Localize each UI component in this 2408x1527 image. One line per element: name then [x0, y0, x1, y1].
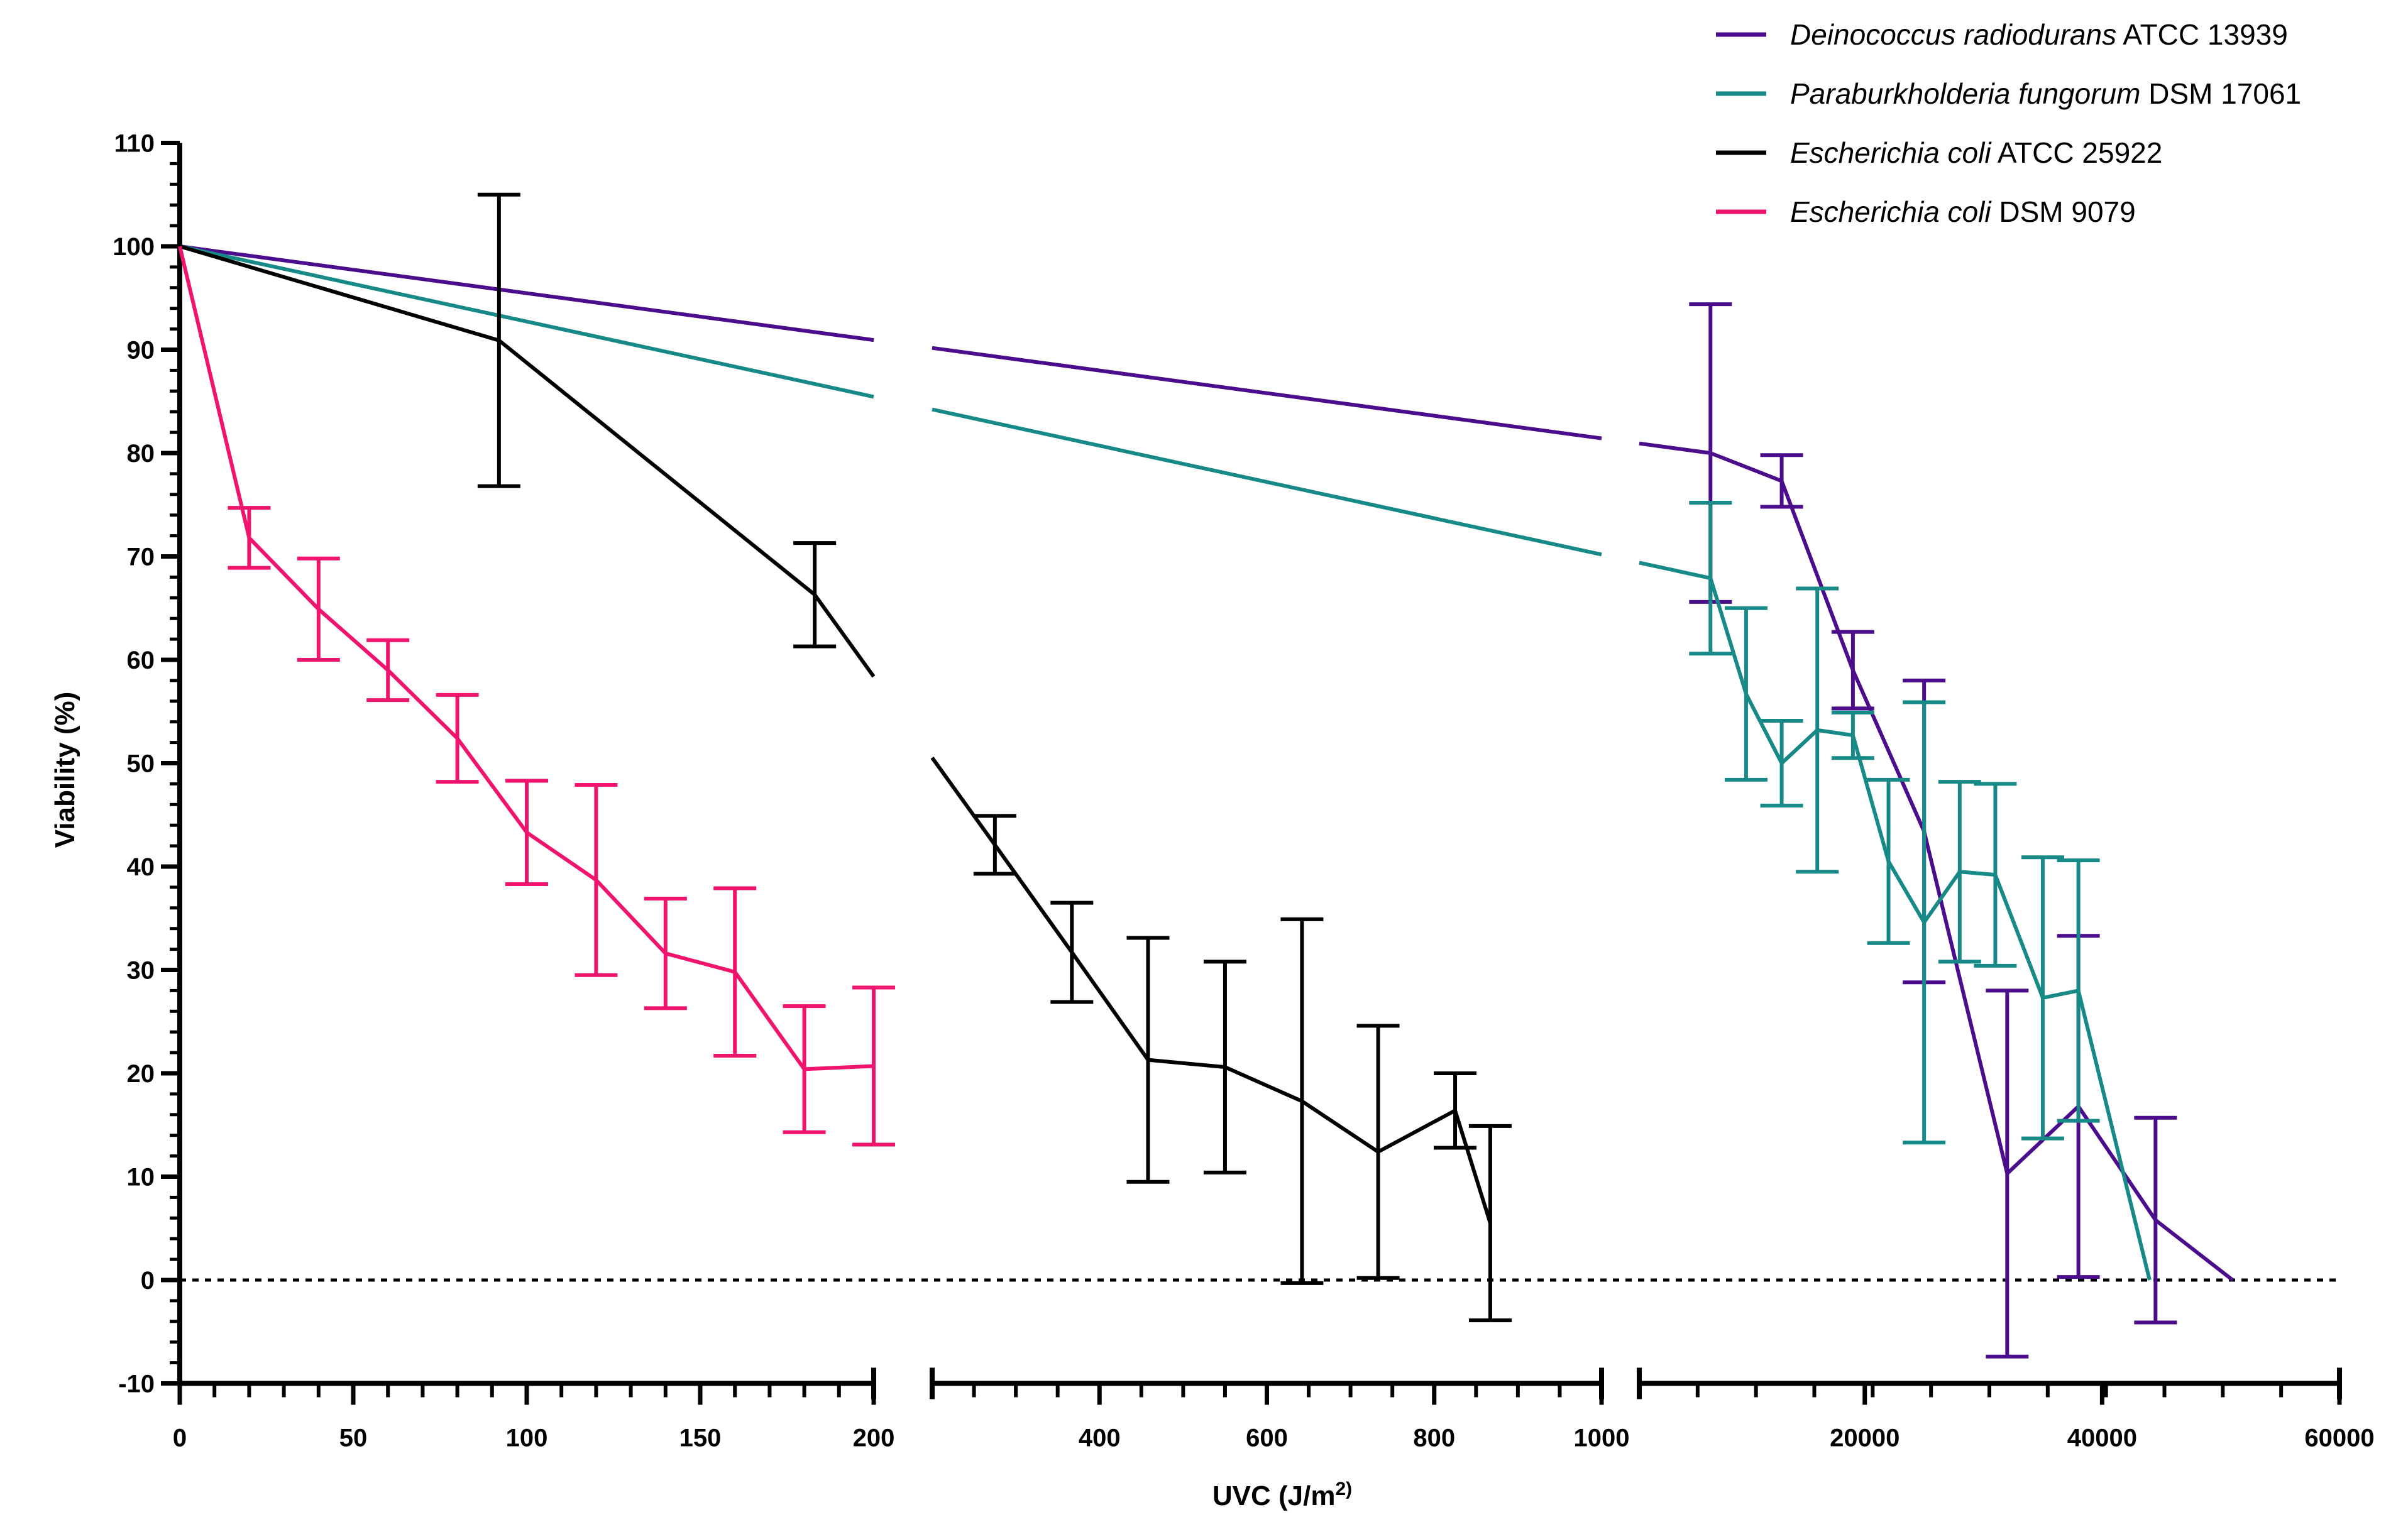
y-tick-label: 110 — [114, 130, 155, 158]
series-line-segment — [815, 594, 874, 676]
x-axis-title-main: UVC (J/m — [1212, 1480, 1336, 1511]
series-line-segment — [2155, 1220, 2233, 1280]
y-tick-label: 90 — [127, 337, 155, 364]
x-tick-label: 200 — [853, 1425, 895, 1452]
series-line-segment — [1148, 1060, 1224, 1068]
y-tick-label: 40 — [127, 853, 155, 881]
legend-label-italic: Escherichia coli — [1790, 136, 1992, 169]
legend-label: Escherichia coli ATCC 25922 — [1790, 136, 2162, 169]
series-line-segment — [932, 758, 995, 845]
legend-item: Paraburkholderia fungorum DSM 17061 — [1716, 77, 2301, 110]
series-line-segment — [1960, 872, 1996, 875]
y-tick-label: 20 — [127, 1060, 155, 1088]
series-line-segment — [499, 341, 815, 595]
legend-item: Escherichia coli DSM 9079 — [1716, 195, 2136, 228]
series-line-segment — [932, 348, 1602, 439]
x-tick-label: 50 — [339, 1425, 368, 1452]
series-line-segment — [1782, 730, 1818, 764]
series-line-segment — [1889, 862, 1925, 922]
series-line-segment — [527, 833, 596, 880]
legend-label-rest: ATCC 25922 — [1991, 136, 2163, 169]
y-tick-label: 0 — [141, 1267, 155, 1294]
series-line-segment — [1639, 562, 1710, 578]
x-tick-label: 600 — [1246, 1425, 1288, 1452]
series-3 — [180, 195, 1512, 1320]
x-tick-label: 60000 — [2304, 1425, 2374, 1452]
series-line-segment — [1225, 1067, 1302, 1101]
series-group — [180, 195, 2233, 1357]
x-tick-label: 800 — [1413, 1425, 1455, 1452]
x-axis-title: UVC (J/m2) — [1212, 1479, 1352, 1512]
x-axis-title-sup: 2) — [1335, 1479, 1352, 1499]
x-tick-label: 20000 — [1830, 1425, 1899, 1452]
series-line-segment — [2079, 1107, 2156, 1220]
series-line-segment — [1924, 872, 1960, 922]
y-tick-label: 80 — [127, 440, 155, 468]
series-line-segment — [995, 845, 1072, 952]
y-tick-label: 70 — [127, 544, 155, 571]
y-axis-title: Viability (%) — [50, 692, 80, 848]
series-line-segment — [1302, 1101, 1378, 1152]
series-line-segment — [2043, 990, 2079, 998]
legend-item: Deinococcus radiodurans ATCC 13939 — [1716, 18, 2288, 51]
series-line-segment — [180, 246, 874, 340]
x-tick-label: 150 — [679, 1425, 722, 1452]
series-line-segment — [1710, 453, 1781, 481]
series-line-segment — [1639, 444, 1710, 453]
legend-label-italic: Escherichia coli — [1790, 195, 1992, 228]
y-tick-label: 50 — [127, 750, 155, 778]
legend-label: Paraburkholderia fungorum DSM 17061 — [1790, 77, 2301, 110]
x-tick-label: 0 — [173, 1425, 187, 1452]
legend-label-italic: Paraburkholderia fungorum — [1790, 77, 2140, 110]
y-tick-label: 100 — [113, 233, 155, 261]
x-tick-label: 1000 — [1574, 1425, 1630, 1452]
series-line-segment — [180, 246, 874, 397]
series-line-segment — [1995, 875, 2043, 998]
series-line-segment — [932, 410, 1602, 555]
series-4 — [180, 246, 895, 1145]
series-line-segment — [249, 538, 318, 610]
series-line-segment — [1378, 1110, 1455, 1152]
legend-label-rest: DSM 17061 — [2140, 77, 2301, 110]
y-tick-label: 60 — [127, 647, 155, 674]
series-line-segment — [1072, 953, 1148, 1060]
series-line-segment — [180, 246, 249, 538]
series-line-segment — [458, 738, 527, 833]
legend-item: Escherichia coli ATCC 25922 — [1716, 136, 2162, 169]
legend-label-italic: Deinococcus radiodurans — [1790, 18, 2116, 51]
legend-label: Escherichia coli DSM 9079 — [1790, 195, 2136, 228]
series-line-segment — [180, 246, 499, 341]
x-tick-label: 100 — [506, 1425, 548, 1452]
legend-label-rest: DSM 9079 — [1991, 195, 2136, 228]
series-line-segment — [1853, 735, 1889, 862]
series-line-segment — [388, 670, 457, 738]
series-line-segment — [2079, 990, 2150, 1280]
legend-label-rest: ATCC 13939 — [2116, 18, 2288, 51]
series-line-segment — [1817, 730, 1853, 735]
series-line-segment — [1710, 578, 1746, 694]
series-line-segment — [805, 1066, 874, 1069]
x-tick-label: 400 — [1079, 1425, 1121, 1452]
legend-group: Deinococcus radiodurans ATCC 13939 Parabu… — [1716, 18, 2301, 228]
series-line-segment — [1746, 694, 1782, 763]
x-tick-label: 40000 — [2067, 1425, 2137, 1452]
y-tick-label: 30 — [127, 957, 155, 985]
y-tick-label: -10 — [118, 1371, 155, 1398]
y-tick-label: 10 — [127, 1164, 155, 1191]
series-line-segment — [596, 880, 665, 953]
legend-label: Deinococcus radiodurans ATCC 13939 — [1790, 18, 2288, 51]
series-line-segment — [666, 953, 735, 972]
